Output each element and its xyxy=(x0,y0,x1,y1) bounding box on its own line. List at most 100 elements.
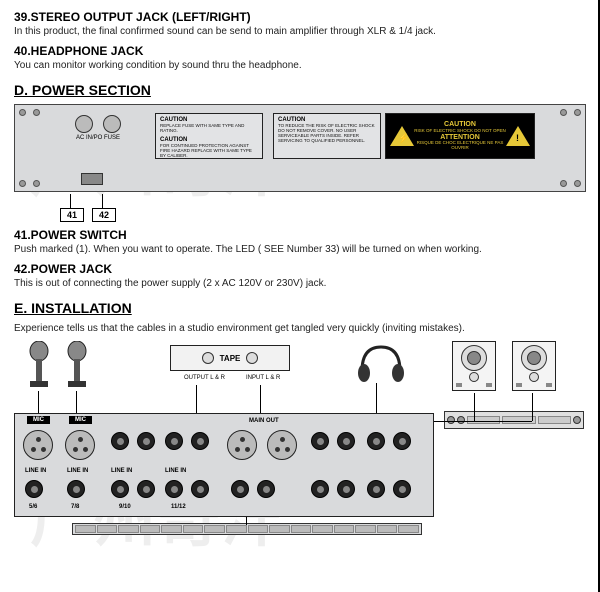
caution-body: TO REDUCE THE RISK OF ELECTRIC SHOCK DO … xyxy=(278,124,376,144)
input-lr-label: INPUT L & R xyxy=(246,375,280,381)
trs-jack-icon xyxy=(111,432,129,450)
xlr-jack-icon xyxy=(267,430,297,460)
headphone-icon xyxy=(356,341,406,388)
installation-diagram: TAPE OUTPUT L & R INPUT L & R MIC MIC MA… xyxy=(14,341,586,537)
trs-jack-icon xyxy=(337,432,355,450)
tweeter-icon xyxy=(469,372,479,382)
trs-jack-icon xyxy=(111,480,129,498)
speaker-icon xyxy=(512,341,556,391)
line-in-label: LINE IN xyxy=(165,468,186,474)
cable-line xyxy=(260,385,261,413)
attention-sub: RISQUE DE CHOC ELECTRIQUE NE PAS OUVRIR xyxy=(414,141,506,151)
sec40-title: 40.HEADPHONE JACK xyxy=(14,44,586,58)
caution-box-2: CAUTION TO REDUCE THE RISK OF ELECTRIC S… xyxy=(273,113,381,159)
ch-label: 7/8 xyxy=(71,504,79,510)
cable-line xyxy=(376,383,377,413)
power-panel: AC IN/PO FUSE CAUTION REPLACE FUSE WITH … xyxy=(14,104,586,192)
mixer-panel: MIC MIC MAIN OUT LINE IN LINE IN LINE IN… xyxy=(14,413,434,517)
xlr-jack-icon xyxy=(227,430,257,460)
fuse-holder-icon xyxy=(103,115,121,133)
caution-dark-mid: RISK OF ELECTRIC SHOCK DO NOT OPEN xyxy=(414,129,506,134)
trs-jack-icon xyxy=(165,432,183,450)
trs-jack-icon xyxy=(337,480,355,498)
rack-unit-icon xyxy=(444,411,584,429)
tweeter-icon xyxy=(529,372,539,382)
trs-jack-icon xyxy=(25,480,43,498)
sec42-body: This is out of connecting the power supp… xyxy=(14,277,586,290)
trs-jack-icon xyxy=(231,480,249,498)
screw-icon xyxy=(560,180,567,187)
caution-title: CAUTION xyxy=(160,137,258,143)
callout-line xyxy=(102,194,103,208)
trs-jack-icon xyxy=(367,432,385,450)
secE-body: Experience tells us that the cables in a… xyxy=(14,322,586,335)
exclaim-triangle-icon: ! xyxy=(506,126,530,146)
trs-jack-icon xyxy=(393,480,411,498)
tape-reel-icon xyxy=(246,352,258,364)
rack-unit-icon xyxy=(72,523,422,535)
mic-label: MIC xyxy=(69,416,92,424)
trs-jack-icon xyxy=(137,432,155,450)
speaker-cone-icon xyxy=(521,345,547,371)
line-in-label: LINE IN xyxy=(111,468,132,474)
secE-title: E. INSTALLATION xyxy=(14,300,586,316)
microphone-icon xyxy=(24,341,54,395)
ch-label: 5/6 xyxy=(29,504,37,510)
tape-device-icon: TAPE xyxy=(170,345,290,371)
sec39-body: In this product, the final confirmed sou… xyxy=(14,25,586,38)
trs-jack-icon xyxy=(311,432,329,450)
microphone-icon xyxy=(62,341,92,395)
speaker-icon xyxy=(452,341,496,391)
cable-line xyxy=(76,391,77,413)
speaker-cone-icon xyxy=(461,345,487,371)
ac-fuse-block: AC IN/PO FUSE xyxy=(53,115,143,173)
callout-41: 41 xyxy=(60,208,84,222)
cable-line xyxy=(38,391,39,413)
screw-icon xyxy=(560,109,567,116)
screw-icon xyxy=(574,180,581,187)
screw-icon xyxy=(19,109,26,116)
caution-body: FOR CONTINUED PROTECTION AGAINST FIRE HA… xyxy=(160,144,258,159)
trs-jack-icon xyxy=(191,432,209,450)
tape-label: TAPE xyxy=(220,354,241,363)
ch-label: 9/10 xyxy=(119,504,131,510)
trs-jack-icon xyxy=(191,480,209,498)
caution-body: REPLACE FUSE WITH SAME TYPE AND RATING. xyxy=(160,124,258,134)
xlr-jack-icon xyxy=(23,430,53,460)
lightning-triangle-icon: ⚡ xyxy=(390,126,414,146)
sec40-body: You can monitor working condition by sou… xyxy=(14,59,586,72)
sec39-title: 39.STEREO OUTPUT JACK (LEFT/RIGHT) xyxy=(14,10,586,24)
trs-jack-icon xyxy=(367,480,385,498)
cable-line xyxy=(532,393,533,421)
caution-box-1: CAUTION REPLACE FUSE WITH SAME TYPE AND … xyxy=(155,113,263,159)
screw-icon xyxy=(19,180,26,187)
output-lr-label: OUTPUT L & R xyxy=(184,375,225,381)
mic-label: MIC xyxy=(27,416,50,424)
sec41-body: Push marked (1). When you want to operat… xyxy=(14,243,586,256)
callout-line xyxy=(70,194,71,208)
main-out-label: MAIN OUT xyxy=(249,418,279,424)
line-in-label: LINE IN xyxy=(25,468,46,474)
trs-jack-icon xyxy=(311,480,329,498)
tape-reel-icon xyxy=(202,352,214,364)
xlr-jack-icon xyxy=(65,430,95,460)
callout-42: 42 xyxy=(92,208,116,222)
ch-label: 11/12 xyxy=(171,504,186,510)
ac-label: AC IN/PO FUSE xyxy=(53,135,143,141)
trs-jack-icon xyxy=(137,480,155,498)
trs-jack-icon xyxy=(67,480,85,498)
trs-jack-icon xyxy=(393,432,411,450)
cable-line xyxy=(474,393,475,421)
power-switch-icon xyxy=(81,173,103,185)
line-in-label: LINE IN xyxy=(67,468,88,474)
cable-line xyxy=(196,385,197,413)
screw-icon xyxy=(33,180,40,187)
trs-jack-icon xyxy=(257,480,275,498)
cable-line xyxy=(246,517,247,525)
sec41-title: 41.POWER SWITCH xyxy=(14,228,586,242)
callout-row: 41 42 xyxy=(14,194,586,224)
screw-icon xyxy=(33,109,40,116)
trs-jack-icon xyxy=(165,480,183,498)
caution-dark-box: ⚡ CAUTION RISK OF ELECTRIC SHOCK DO NOT … xyxy=(385,113,535,159)
screw-icon xyxy=(574,109,581,116)
